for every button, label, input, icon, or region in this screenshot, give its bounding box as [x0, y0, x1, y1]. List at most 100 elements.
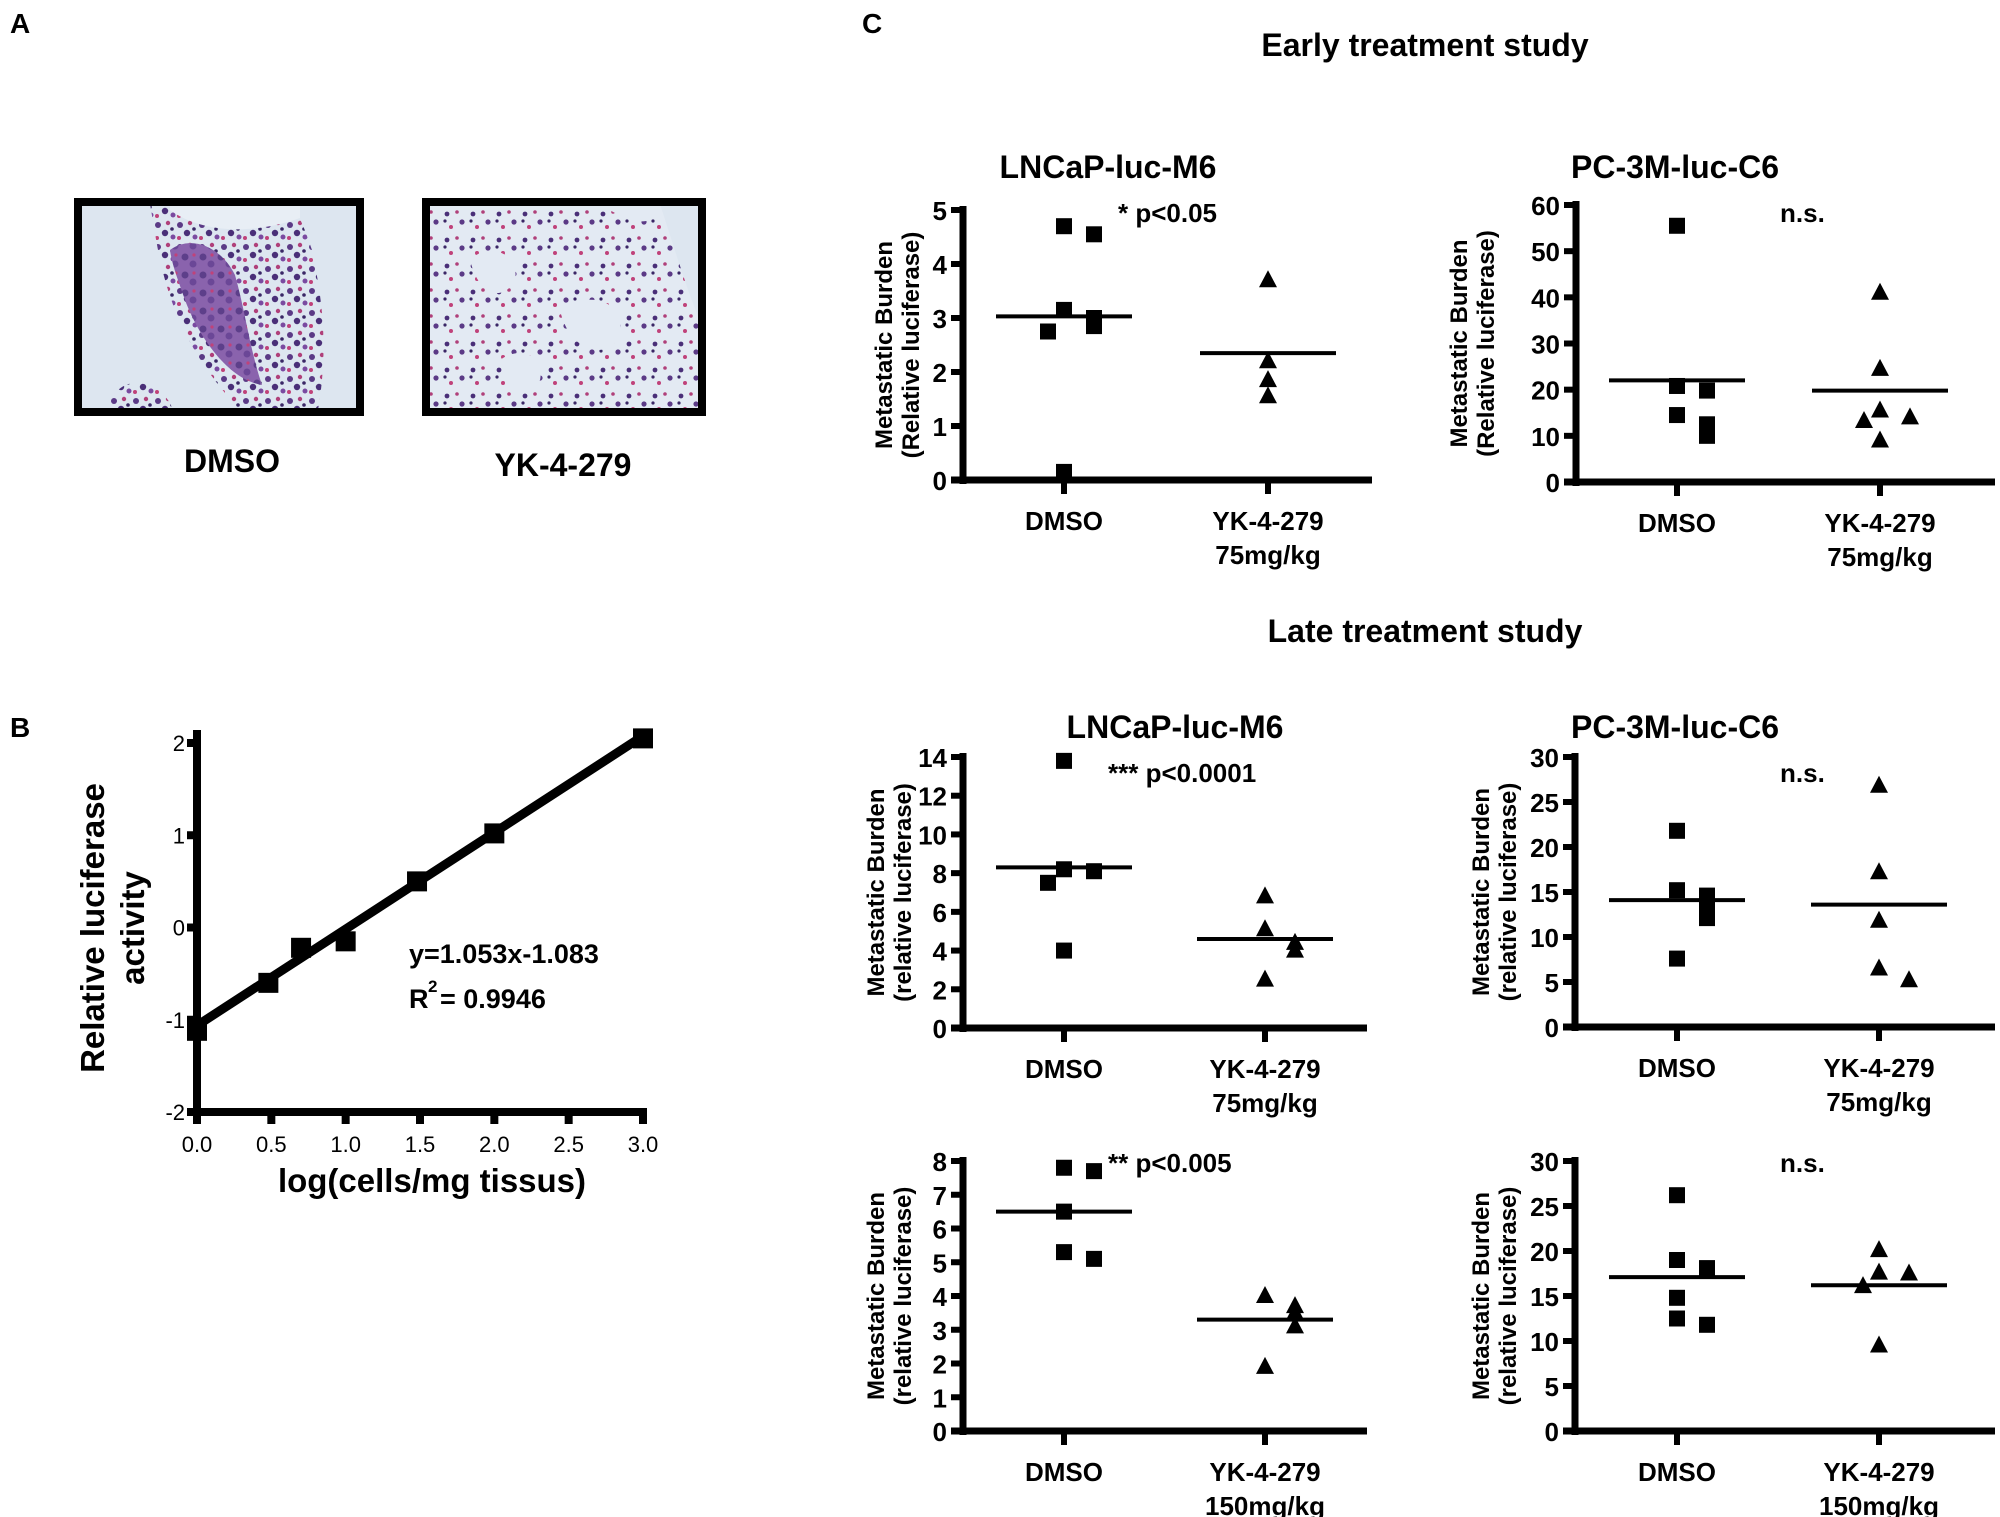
y-axis-label: (relative luciferase): [1495, 783, 1522, 1002]
data-point-square: [484, 823, 505, 844]
data-point-triangle: [1259, 370, 1277, 388]
panel-label-b: B: [10, 712, 30, 743]
x-tick-label: 2.0: [479, 1132, 510, 1157]
y-tick-label: 30: [1530, 1147, 1559, 1177]
y-tick-label: 10: [918, 820, 947, 850]
data-point-triangle: [1256, 1286, 1274, 1303]
y-tick-label: -1: [165, 1008, 185, 1033]
x-category-label: DMSO: [1025, 1054, 1103, 1084]
micrograph-yk-4-279: [422, 198, 706, 416]
x-axis-label: log(cells/mg tissus): [278, 1162, 586, 1199]
y-tick-label: 0: [933, 1014, 947, 1044]
x-tick-label: 0.5: [256, 1132, 287, 1157]
x-category-label: YK-4-279: [1209, 1457, 1320, 1487]
y-tick-label: 0: [1545, 1417, 1559, 1447]
r-squared-label: R: [409, 984, 429, 1014]
y-tick-label: 0: [933, 1417, 947, 1447]
data-point-square: [1056, 752, 1072, 769]
data-point-square: [1699, 427, 1715, 444]
y-tick-label: 6: [933, 1215, 947, 1245]
data-point-triangle: [1286, 1302, 1304, 1320]
data-point-square: [1040, 874, 1056, 891]
data-point-square: [1669, 1252, 1685, 1268]
chart-title: LNCaP-luc-M6: [1067, 709, 1284, 745]
x-category-label: DMSO: [1638, 508, 1716, 538]
data-point-triangle: [1870, 958, 1888, 976]
data-point-square: [1056, 942, 1072, 959]
micrograph-caption-yk-4-279: YK-4-279: [495, 447, 632, 483]
data-point-square: [1669, 407, 1685, 424]
data-point-square: [1669, 822, 1685, 839]
x-category-label: 150mg/kg: [1205, 1491, 1325, 1517]
y-tick-label: 1: [933, 1383, 947, 1413]
chart-late-pc3m-75: PC-3M-luc-C6n.s. 0 5 10 15 20 25 30 Metastatic B…: [1468, 709, 1995, 1117]
micrograph-dmso: [74, 198, 364, 416]
data-point-square: [1699, 1260, 1715, 1277]
y-axis-label: Metastatic Burden: [871, 241, 898, 449]
y-tick-label: 5: [1545, 1372, 1559, 1402]
data-point-square: [1669, 882, 1685, 899]
data-point-triangle: [1870, 1240, 1888, 1258]
data-point-triangle: [1871, 282, 1889, 300]
x-category-label: YK-4-279: [1824, 508, 1935, 538]
y-axis-label: (relative luciferase): [1495, 1187, 1522, 1406]
data-point-square: [335, 931, 356, 952]
data-point-triangle: [1286, 940, 1304, 958]
x-category-label: 75mg/kg: [1212, 1088, 1318, 1118]
x-category-label: DMSO: [1025, 1457, 1103, 1487]
x-category-label: DMSO: [1025, 506, 1103, 536]
data-point-square: [633, 728, 653, 749]
x-tick-label: 2.5: [553, 1132, 584, 1157]
x-category-label: YK-4-279: [1823, 1457, 1934, 1487]
fit-equation: y=1.053x-1.083: [409, 939, 599, 969]
data-point-square: [1056, 463, 1072, 480]
y-tick-label: 10: [1531, 422, 1560, 452]
x-tick-label: 1.0: [330, 1132, 361, 1157]
data-point-triangle: [1870, 775, 1888, 793]
x-category-label: YK-4-279: [1209, 1054, 1320, 1084]
panel-label-a: A: [10, 8, 30, 39]
data-point-square: [407, 871, 428, 892]
data-point-triangle: [1259, 270, 1277, 288]
data-point-triangle: [1855, 411, 1873, 429]
y-tick-label: 25: [1530, 1192, 1559, 1222]
data-point-square: [1699, 1316, 1715, 1333]
y-tick-label: 5: [933, 1248, 947, 1278]
data-point-square: [1056, 218, 1072, 235]
x-category-label: 75mg/kg: [1827, 542, 1933, 572]
chart-early-lncap: LNCaP-luc-M6 * p<0.05 0 1 2 3 4 5 Metastatic Bur…: [871, 149, 1372, 570]
y-tick-label: -2: [165, 1100, 185, 1125]
significance-label: * p<0.05: [1118, 198, 1217, 228]
y-tick-label: 0: [1546, 468, 1560, 498]
y-tick-label: 5: [933, 196, 947, 226]
x-tick-label: 1.5: [405, 1132, 436, 1157]
data-point-triangle: [1901, 407, 1919, 425]
data-point-triangle: [1259, 386, 1277, 404]
chart-title: PC-3M-luc-C6: [1571, 149, 1779, 185]
late-study-title: Late treatment study: [1268, 613, 1583, 649]
data-point-square: [1056, 1244, 1072, 1261]
significance-label: n.s.: [1780, 198, 1825, 228]
data-point-triangle: [1286, 1316, 1304, 1334]
data-point-triangle: [1870, 1335, 1888, 1353]
x-category-label: YK-4-279: [1823, 1053, 1934, 1083]
y-tick-label: 0: [173, 916, 185, 941]
y-tick-label: 25: [1530, 788, 1559, 818]
y-tick-label: 8: [933, 859, 947, 889]
data-point-square: [291, 937, 312, 958]
y-axis-label: Metastatic Burden: [1468, 1192, 1495, 1400]
y-tick-label: 15: [1530, 878, 1559, 908]
y-axis-label: (relative luciferase): [890, 783, 917, 1002]
x-category-label: 75mg/kg: [1826, 1087, 1932, 1117]
chart-title: PC-3M-luc-C6: [1571, 709, 1779, 745]
data-point-triangle: [1900, 1263, 1918, 1281]
y-tick-label: 4: [933, 1282, 948, 1312]
x-category-label: DMSO: [1638, 1053, 1716, 1083]
data-point-square: [1086, 226, 1102, 243]
y-tick-label: 15: [1530, 1282, 1559, 1312]
y-axis-label: Metastatic Burden: [1468, 788, 1495, 996]
data-point-square: [1086, 1163, 1102, 1180]
y-tick-label: 20: [1531, 376, 1560, 406]
